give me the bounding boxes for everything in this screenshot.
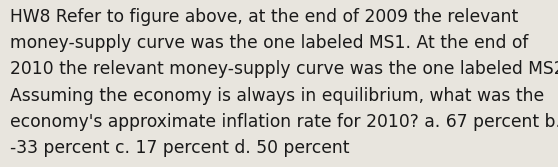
Text: 2010 the relevant money-supply curve was the one labeled MS2.: 2010 the relevant money-supply curve was…: [10, 60, 558, 78]
Text: economy's approximate inflation rate for 2010? a. 67 percent b.: economy's approximate inflation rate for…: [10, 113, 558, 131]
Text: HW8 Refer to figure above, at the end of 2009 the relevant: HW8 Refer to figure above, at the end of…: [10, 8, 518, 26]
Text: -33 percent c. 17 percent d. 50 percent: -33 percent c. 17 percent d. 50 percent: [10, 139, 349, 157]
Text: money-supply curve was the one labeled MS1. At the end of: money-supply curve was the one labeled M…: [10, 34, 528, 52]
Text: Assuming the economy is always in equilibrium, what was the: Assuming the economy is always in equili…: [10, 87, 544, 105]
